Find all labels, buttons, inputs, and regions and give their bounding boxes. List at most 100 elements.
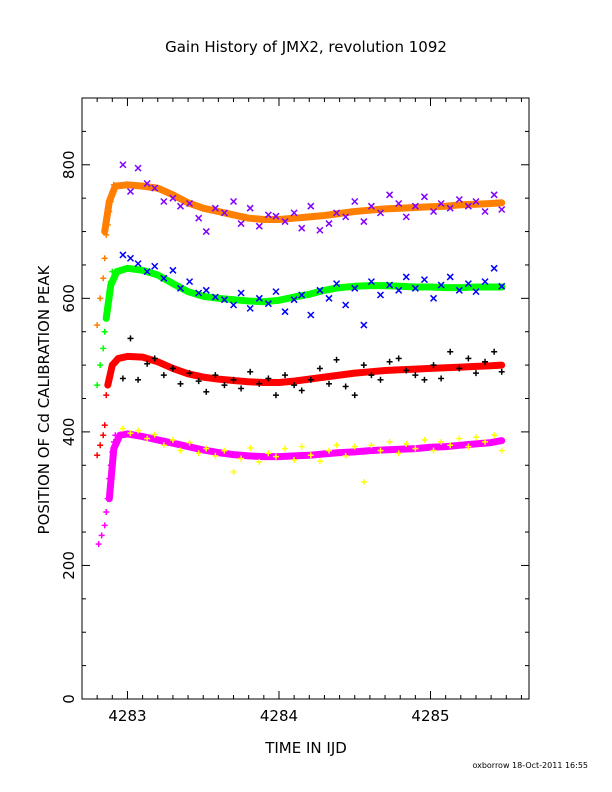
data-point (438, 438, 445, 445)
data-point (342, 301, 350, 309)
data-point (316, 286, 324, 294)
data-point (342, 213, 350, 221)
data-point (229, 197, 238, 206)
data-point (203, 445, 210, 452)
data-point (490, 191, 498, 199)
data-point (151, 431, 158, 438)
data-point (482, 358, 489, 365)
data-point (135, 427, 142, 434)
data-point (402, 273, 410, 281)
data-point (186, 439, 193, 446)
data-point (103, 315, 110, 322)
data-point (144, 435, 151, 442)
data-point (106, 475, 113, 482)
data-point (272, 392, 279, 399)
data-point (307, 311, 315, 319)
data-point (437, 281, 445, 289)
data-point (325, 447, 332, 454)
data-point (160, 197, 168, 206)
data-point (421, 376, 428, 383)
data-point (112, 432, 119, 439)
data-point (94, 382, 101, 389)
data-point (169, 194, 177, 202)
data-point (464, 280, 472, 288)
data-point (186, 370, 193, 377)
data-point (186, 278, 194, 286)
data-point (104, 495, 111, 502)
data-point (212, 452, 219, 459)
data-point (95, 541, 102, 548)
data-point (255, 294, 263, 302)
data-point (298, 224, 306, 232)
data-point (367, 202, 375, 210)
data-point (403, 440, 410, 447)
data-point (101, 522, 108, 529)
data-point (411, 202, 419, 210)
data-point (395, 355, 402, 362)
data-point (376, 209, 385, 217)
tick-marks: 4283 4284 4285 0 200 400 600 800 (60, 98, 529, 725)
data-point (395, 199, 403, 208)
data-point (211, 293, 219, 301)
data-point (160, 274, 168, 282)
x-tick-label: 4285 (411, 707, 449, 725)
data-point (119, 161, 127, 169)
data-point (307, 376, 314, 383)
data-point (100, 432, 107, 439)
data-point (126, 254, 135, 262)
data-point (106, 288, 113, 295)
chart-title: Gain History of JMX2, revolution 1092 (165, 38, 447, 56)
data-point (177, 380, 184, 387)
data-point (411, 284, 419, 292)
x-tick-label: 4284 (260, 707, 298, 725)
x-tick-label: 4283 (108, 707, 146, 725)
data-point (169, 365, 176, 372)
data-point (100, 275, 107, 282)
data-point (238, 455, 245, 462)
data-point (281, 218, 289, 226)
data-point (169, 436, 176, 443)
data-point (256, 458, 263, 465)
data-point (109, 188, 116, 195)
data-point (464, 202, 472, 210)
data-point (160, 442, 167, 449)
data-point (403, 367, 410, 374)
data-point (144, 360, 151, 367)
data-point (176, 202, 185, 210)
data-point (368, 372, 375, 379)
data-point (264, 211, 272, 219)
y-tick-label: 200 (60, 551, 78, 580)
data-point (272, 453, 279, 460)
y-tick-label: 400 (60, 418, 78, 447)
series-1-fit-line (102, 264, 506, 322)
data-point (325, 294, 333, 302)
data-point (447, 348, 454, 355)
data-point (360, 478, 367, 485)
data-point (498, 205, 506, 214)
data-point (202, 286, 210, 294)
data-point (386, 281, 394, 289)
data-point (282, 445, 289, 452)
data-point (325, 380, 332, 387)
y-tick-label: 800 (60, 150, 78, 179)
data-point (298, 387, 305, 394)
data-series (94, 161, 506, 548)
data-point (298, 291, 306, 299)
data-point (107, 198, 114, 205)
data-point (220, 296, 228, 304)
data-point (316, 226, 324, 234)
data-point (386, 438, 393, 445)
data-point (472, 370, 479, 377)
data-point (490, 264, 498, 272)
data-point (104, 382, 111, 389)
data-point (465, 443, 472, 450)
data-point (430, 362, 437, 369)
data-point (430, 294, 438, 302)
data-point (94, 322, 101, 329)
data-point (151, 355, 158, 362)
data-point (360, 218, 368, 226)
data-point (103, 231, 110, 238)
data-point (100, 345, 107, 352)
data-point (342, 452, 349, 459)
